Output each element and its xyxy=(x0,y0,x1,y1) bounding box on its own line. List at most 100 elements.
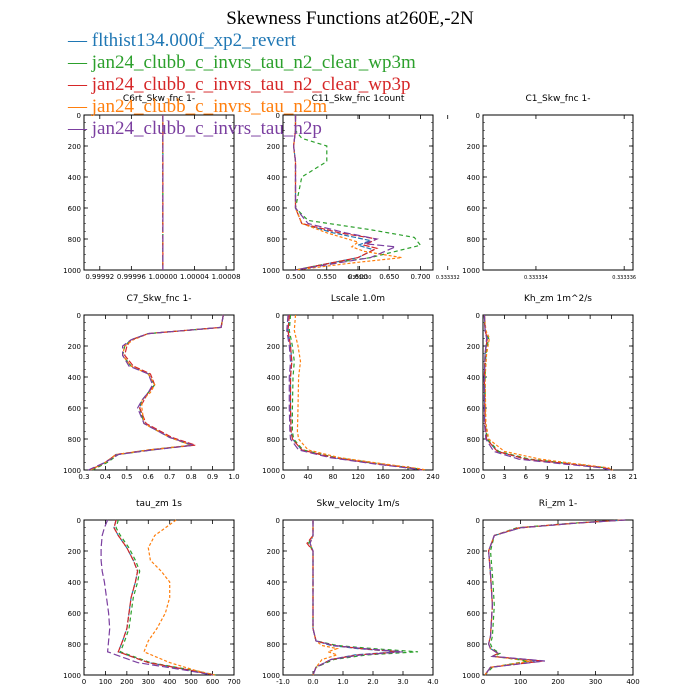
legend-item: — jan24_clubb_c_invrs_tau_n2_clear_wp3m xyxy=(68,52,416,73)
y-tick-label: 600 xyxy=(68,405,81,413)
x-tick-label: 100 xyxy=(514,678,527,686)
x-tick-label: 100 xyxy=(99,678,112,686)
y-tick-label: 1000 xyxy=(262,267,280,275)
y-tick-label: 600 xyxy=(267,610,280,618)
series-line xyxy=(309,520,340,676)
panel-title: tau_zm 1s xyxy=(136,499,182,509)
series-line xyxy=(90,314,224,471)
legend-label: jan24_clubb_c_invrs_tau_n2p xyxy=(91,118,322,139)
x-tick-label: 400 xyxy=(626,678,639,686)
y-tick-label: 400 xyxy=(68,374,81,382)
x-tick-label: 21 xyxy=(629,473,638,481)
y-tick-label: 0 xyxy=(77,112,81,120)
y-tick-label: 200 xyxy=(267,343,280,351)
y-tick-label: 0 xyxy=(276,112,280,120)
y-tick-label: 400 xyxy=(267,174,280,182)
plot-frame xyxy=(482,114,634,271)
y-tick-label: 0 xyxy=(276,517,280,525)
series-line xyxy=(115,519,216,676)
y-tick-label: 600 xyxy=(267,205,280,213)
x-tick-label: 1.0 xyxy=(228,473,239,481)
y-tick-label: 0 xyxy=(476,312,480,320)
series-line xyxy=(484,519,626,676)
y-tick-label: 800 xyxy=(267,436,280,444)
series-line xyxy=(293,314,427,471)
y-tick-label: 1000 xyxy=(262,672,280,680)
x-tick-label: -1.0 xyxy=(276,678,290,686)
plot-frame xyxy=(482,519,634,676)
x-tick-label: 0 xyxy=(82,678,86,686)
y-tick-label: 400 xyxy=(267,374,280,382)
y-tick-label: 1000 xyxy=(262,467,280,475)
panel-title: C7_Skw_fnc 1- xyxy=(127,294,192,304)
y-tick-label: 200 xyxy=(68,343,81,351)
chart-panel: C6rt_Skw_fnc 1- 0 200 400 600 800 1000 0.99992 0… xyxy=(63,94,240,281)
x-tick-label: 0.8 xyxy=(186,473,197,481)
x-tick-label: 0.600 xyxy=(348,273,368,281)
x-tick-label: 200 xyxy=(401,473,414,481)
series-line xyxy=(292,115,379,271)
y-tick-label: 600 xyxy=(467,405,480,413)
x-tick-label: 0.99996 xyxy=(117,273,146,281)
x-tick-label: 0.650 xyxy=(379,273,399,281)
x-tick-label: 1.00008 xyxy=(212,273,241,281)
x-tick-label: 300 xyxy=(142,678,155,686)
x-tick-label: 0.5 xyxy=(121,473,132,481)
x-tick-label: 0.7 xyxy=(164,473,175,481)
legend-item: — jan24_clubb_c_invrs_tau_n2_clear_wp3p xyxy=(68,74,411,95)
panel-title: Skw_velocity 1m/s xyxy=(316,499,399,509)
x-tick-label: 18 xyxy=(607,473,616,481)
series-line xyxy=(292,115,402,271)
series-line xyxy=(90,314,224,471)
y-tick-label: 800 xyxy=(267,236,280,244)
x-tick-label: 0.9 xyxy=(207,473,218,481)
x-tick-label: 700 xyxy=(227,678,240,686)
x-tick-label: 0 xyxy=(281,473,285,481)
x-tick-label: 6 xyxy=(524,473,529,481)
x-tick-label: 0 xyxy=(481,678,485,686)
chart-panel: Skw_velocity 1m/s 0 200 400 600 800 1000-1.0 0.… xyxy=(262,499,438,686)
legend-label: jan24_clubb_c_invrs_tau_n2_clear_wp3p xyxy=(91,74,411,95)
panel-title: Kh_zm 1m^2/s xyxy=(524,294,592,304)
series-line xyxy=(286,314,422,471)
x-tick-label: 0.99992 xyxy=(85,273,114,281)
y-tick-label: 600 xyxy=(467,205,480,213)
y-tick-label: 600 xyxy=(467,610,480,618)
x-tick-label: 0.4 xyxy=(100,473,112,481)
series-line xyxy=(287,314,424,471)
x-tick-label: 0 xyxy=(481,473,485,481)
series-line xyxy=(483,314,612,471)
chart-panel: C11_Skw_fnc 1count 0 200 400 600 800 1000 0.500… xyxy=(262,94,434,281)
x-tick-label: 12 xyxy=(564,473,573,481)
y-tick-label: 1000 xyxy=(63,672,81,680)
x-tick-label: 40 xyxy=(304,473,313,481)
y-tick-label: 800 xyxy=(68,236,81,244)
series-line xyxy=(483,314,614,471)
plot-frame xyxy=(83,314,235,471)
y-tick-label: 800 xyxy=(68,436,81,444)
series-line xyxy=(292,115,398,271)
series-line xyxy=(484,519,626,676)
y-tick-label: 600 xyxy=(68,610,81,618)
series-line xyxy=(100,519,213,676)
y-tick-label: 400 xyxy=(68,174,81,182)
x-tick-label: 2.0 xyxy=(367,678,378,686)
x-tick-label: 1.00004 xyxy=(180,273,209,281)
y-tick-label: 200 xyxy=(267,143,280,151)
legend-label: jan24_clubb_c_invrs_tau_n2m xyxy=(91,96,328,117)
panel-title: Ri_zm 1- xyxy=(539,499,578,509)
series-line xyxy=(92,314,224,471)
y-tick-label: 800 xyxy=(467,236,480,244)
y-tick-label: 400 xyxy=(467,174,480,182)
x-tick-label: 200 xyxy=(120,678,133,686)
y-tick-label: 200 xyxy=(467,343,480,351)
series-line xyxy=(484,519,626,676)
plot-frame xyxy=(482,314,634,471)
y-tick-label: 0 xyxy=(276,312,280,320)
y-tick-label: 1000 xyxy=(63,467,81,475)
